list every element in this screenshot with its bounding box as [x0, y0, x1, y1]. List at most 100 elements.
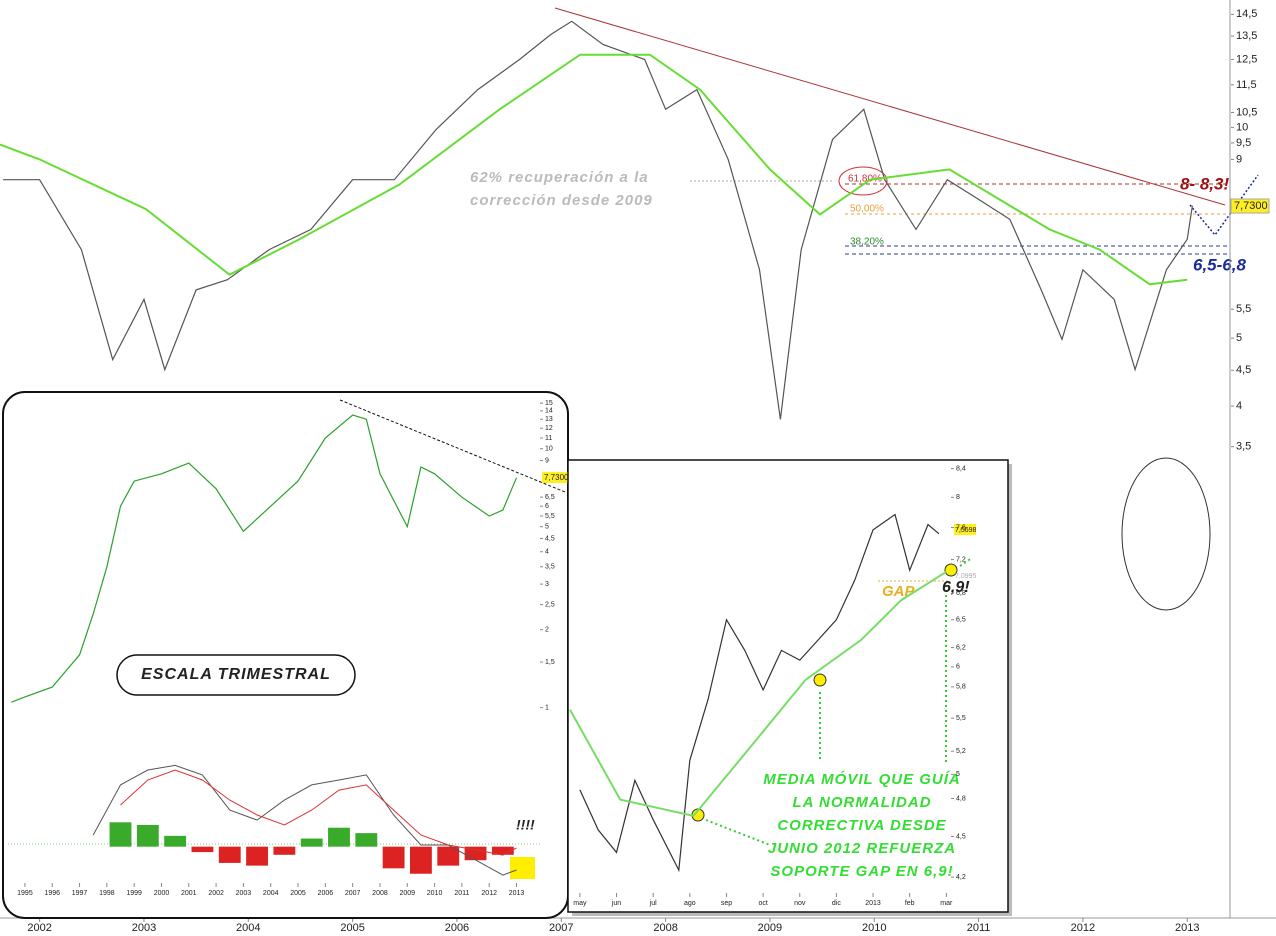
note: CORRECTIVA DESDE: [777, 817, 946, 834]
x-tick-label: dic: [832, 900, 841, 907]
highlight-box: [510, 857, 535, 879]
y-tick-label: 8,4: [956, 465, 966, 472]
y-tick-label: 5,5: [956, 715, 966, 722]
x-tick-label: 1998: [99, 890, 115, 897]
x-tick-label: 2009: [758, 922, 782, 934]
x-tick-label: 2011: [454, 890, 469, 897]
x-tick-label: 2013: [865, 900, 881, 907]
y-tick-label: 12: [545, 425, 553, 432]
quarterly-inset: ESCALA TRIMESTRAL !!!! 7,7300 1514131211…: [8, 399, 569, 897]
y-tick-label: 5: [545, 524, 549, 531]
series-line: [3, 20, 1193, 420]
note: JUNIO 2012 REFUERZA: [768, 840, 956, 857]
x-tick-label: 2006: [318, 890, 334, 897]
x-tick-label: 2013: [1175, 922, 1199, 934]
y-tick-label: 3,5: [1236, 441, 1251, 453]
x-tick-label: 2008: [653, 922, 677, 934]
note: SOPORTE GAP EN 6,9!: [770, 863, 953, 880]
x-tick-label: 2011: [967, 922, 991, 934]
annotation: GAP: [882, 583, 916, 600]
y-tick-label: 7,2: [956, 556, 966, 563]
x-tick-label: jul: [649, 900, 657, 907]
y-tick-label: 13: [545, 416, 553, 423]
y-tick-label: 14,5: [1236, 8, 1257, 20]
x-tick-label: 2010: [862, 922, 886, 934]
y-tick-label: 5: [956, 771, 960, 778]
x-tick-label: feb: [905, 900, 915, 907]
label-frame: [116, 654, 356, 696]
y-tick-label: 10: [1236, 121, 1248, 133]
indicator-line: [120, 769, 517, 856]
y-tick-label: 10: [545, 446, 553, 453]
x-tick-label: 2012: [1071, 922, 1095, 934]
y-tick-label: 7,6: [956, 524, 966, 531]
y-tick-label: 2: [545, 627, 549, 634]
histogram-bar: [109, 822, 132, 847]
highlight-ellipse: [838, 166, 888, 196]
fib-label: 38,20%: [850, 237, 884, 248]
price-box: [542, 472, 568, 483]
ma-price: 7,0995: [955, 573, 977, 580]
indicator-line: [92, 764, 517, 876]
y-tick-label: 9: [545, 457, 549, 464]
y-tick-label: 6,5: [956, 617, 966, 624]
x-tick-label: 2005: [340, 922, 364, 934]
x-tick-label: 2003: [236, 890, 252, 897]
x-tick-label: 2006: [445, 922, 469, 934]
arrow: [1189, 174, 1259, 237]
x-tick-label: 2007: [549, 922, 573, 934]
trendline: [339, 399, 566, 493]
x-tick-label: 2002: [208, 890, 224, 897]
y-tick-label: 3: [545, 581, 549, 588]
y-tick-label: 4,8: [956, 795, 966, 802]
fib-label: 61,80%: [848, 174, 882, 185]
histogram-bar: [218, 846, 241, 863]
target-label: 8- 8,3!: [1180, 174, 1229, 193]
y-tick-label: 4,5: [956, 833, 966, 840]
y-tick-label: 2,5: [545, 601, 555, 608]
x-tick-label: 2002: [27, 922, 51, 934]
x-tick-label: 2012: [481, 890, 497, 897]
y-tick-label: 12,5: [1236, 53, 1257, 65]
price-box: [954, 524, 976, 535]
series-line: [579, 513, 940, 873]
x-tick-label: 2003: [132, 922, 156, 934]
marker: [813, 673, 827, 687]
x-tick-label: 2000: [154, 890, 170, 897]
series-line: [0, 53, 1188, 286]
x-tick-label: oct: [758, 900, 767, 907]
y-tick-label: 13,5: [1236, 30, 1257, 42]
note: MEDIA MÓVIL QUE GUÍA: [763, 770, 961, 788]
histogram-bar: [300, 838, 323, 847]
annotation: !!!!: [516, 817, 535, 833]
y-tick-label: 8: [956, 494, 960, 501]
y-tick-label: 15: [545, 400, 553, 407]
x-tick-label: 2004: [263, 890, 279, 897]
y-tick-label: 4,5: [545, 535, 555, 542]
y-tick-label: 9: [1236, 153, 1242, 165]
x-tick-label: jun: [611, 900, 621, 907]
y-tick-label: 4: [1236, 400, 1242, 412]
x-tick-label: 1995: [17, 890, 33, 897]
arrow: [705, 819, 771, 846]
x-tick-label: ago: [684, 900, 696, 907]
histogram-bar: [273, 846, 296, 855]
x-tick-label: nov: [794, 900, 806, 907]
last-price: 7,5698: [955, 527, 977, 534]
last-price: 7,7300: [1234, 200, 1268, 212]
inset-frame: [567, 459, 1009, 913]
histogram-bar: [355, 833, 378, 847]
y-tick-label: 5,2: [956, 748, 966, 755]
y-tick-label: 10,5: [1236, 106, 1257, 118]
highlight-oval: [1121, 457, 1211, 611]
annotation: 6,9!: [942, 579, 970, 596]
last-price: 7,7300: [544, 473, 569, 482]
y-tick-label: 4: [545, 549, 549, 556]
y-tick-label: 6: [956, 664, 960, 671]
x-tick-label: mar: [940, 900, 953, 907]
histogram-bar: [437, 846, 460, 866]
x-tick-label: 2013: [509, 890, 525, 897]
marker: [944, 563, 958, 577]
